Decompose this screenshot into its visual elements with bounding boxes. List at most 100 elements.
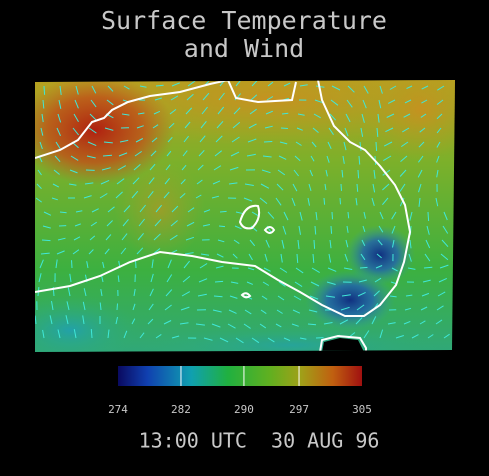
wind-arrow: [267, 337, 275, 343]
wind-arrow: [440, 253, 449, 261]
wind-arrow: [260, 183, 270, 189]
wind-arrow: [424, 253, 431, 262]
wind-arrow: [180, 179, 186, 185]
wind-arrow: [149, 288, 154, 297]
wind-arrow: [276, 183, 284, 191]
wind-arrow: [185, 107, 193, 115]
wind-arrow: [139, 204, 146, 213]
wind-arrow: [436, 113, 443, 120]
wind-arrow: [310, 155, 315, 162]
wind-arrow: [291, 197, 296, 207]
wind-arrow: [179, 322, 189, 325]
wind-arrow: [342, 155, 345, 164]
wind-arrow: [118, 152, 128, 157]
wind-arrow: [355, 197, 358, 206]
wind-arrow: [418, 141, 425, 148]
wind-arrow: [260, 309, 267, 315]
wind-arrow: [38, 273, 42, 283]
wind-arrow: [371, 316, 377, 325]
wind-arrow: [116, 178, 125, 185]
wind-arrow: [183, 135, 189, 143]
wind-arrow: [389, 295, 397, 298]
wind-arrow: [343, 141, 347, 151]
wind-arrow: [298, 225, 301, 235]
wind-arrow: [168, 122, 175, 129]
wind-arrow: [200, 120, 207, 129]
wind-arrow: [437, 291, 446, 297]
wind-arrow: [250, 94, 258, 101]
wind-arrow: [346, 99, 353, 108]
wind-arrow: [426, 225, 430, 235]
wind-arrow: [42, 99, 45, 109]
wind-arrow: [41, 113, 44, 123]
wind-arrow: [73, 329, 77, 339]
wind-arrow: [171, 205, 179, 213]
wind-arrow: [344, 253, 349, 262]
wind-arrow: [99, 302, 102, 311]
wind-arrow: [265, 110, 273, 115]
wind-arrow: [138, 218, 145, 227]
wind-arrow: [391, 211, 397, 220]
wind-arrow: [341, 294, 351, 297]
wind-arrow: [249, 239, 256, 247]
wind-arrow: [340, 183, 342, 191]
wind-arrow: [357, 291, 366, 297]
wind-arrow: [53, 169, 60, 175]
wind-arrow: [295, 267, 304, 274]
wind-arrow: [167, 136, 173, 143]
wind-arrow: [91, 85, 97, 94]
wind-arrow: [356, 304, 365, 311]
wind-arrow: [425, 239, 431, 249]
wind-arrow: [100, 289, 103, 297]
wind-arrow: [363, 85, 369, 94]
wind-arrow: [406, 85, 413, 90]
wind-arrow: [361, 113, 365, 123]
wind-arrow: [374, 277, 382, 283]
wind-arrow: [55, 259, 58, 269]
wind-arrow: [82, 301, 86, 311]
wind-arrow: [243, 197, 253, 202]
wind-arrow: [186, 93, 194, 101]
wind-arrow: [216, 120, 224, 129]
wind-arrow: [376, 127, 379, 137]
wind-arrow: [119, 139, 129, 143]
wind-arrow: [228, 182, 238, 185]
wind-arrow: [151, 259, 154, 269]
wind-arrow: [363, 211, 366, 219]
wind-arrow: [227, 323, 236, 329]
wind-arrow: [362, 99, 367, 109]
wind-arrow: [137, 232, 144, 241]
wind-arrow: [103, 141, 113, 144]
wind-arrow: [199, 263, 208, 269]
wind-arrow: [84, 182, 94, 185]
wind-arrow: [387, 322, 396, 325]
wind-arrow: [436, 169, 439, 178]
field-hot: [35, 80, 175, 185]
wind-arrow: [343, 267, 353, 270]
wind-arrow: [376, 253, 382, 259]
wind-arrow: [203, 209, 211, 213]
wind-arrow: [100, 179, 110, 185]
wind-arrow: [251, 80, 258, 87]
wind-arrow: [228, 309, 237, 314]
wind-arrow: [73, 113, 79, 123]
wind-arrow: [117, 275, 120, 283]
colorbar-tick-label: 274: [108, 403, 128, 416]
wind-arrow: [136, 125, 144, 129]
wind-arrow: [362, 225, 366, 233]
wind-arrow: [115, 191, 123, 199]
wind-arrow: [58, 99, 62, 109]
wind-arrow: [345, 113, 351, 123]
wind-arrow: [201, 106, 208, 115]
wind-arrow: [299, 337, 307, 340]
wind-arrow: [330, 99, 339, 106]
wind-arrow: [419, 320, 426, 325]
wind-arrow: [163, 191, 170, 199]
wind-arrow: [379, 211, 384, 220]
wind-arrow: [421, 292, 430, 297]
wind-arrow: [312, 253, 315, 263]
wind-arrow: [123, 330, 128, 339]
wind-arrow: [387, 99, 396, 104]
wind-arrow: [106, 99, 114, 106]
wind-arrow: [195, 194, 202, 199]
